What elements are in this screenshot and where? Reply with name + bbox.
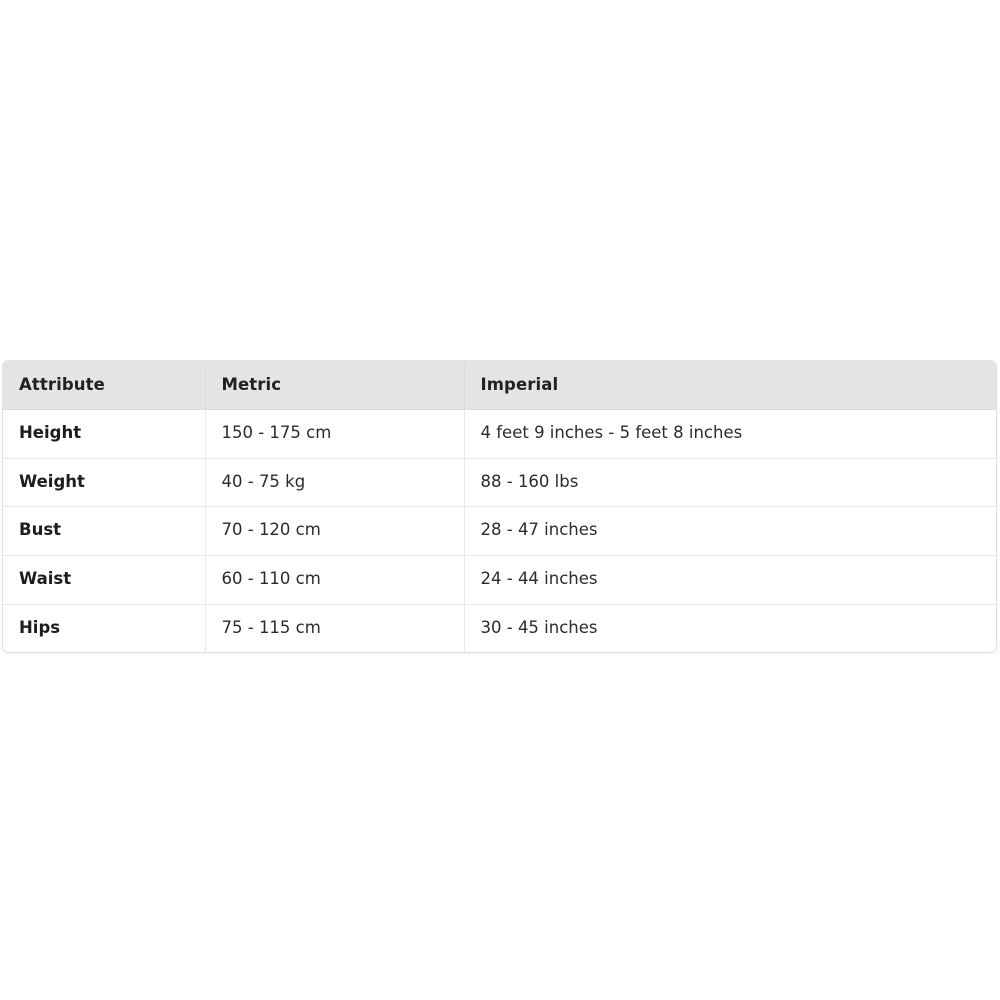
cell-metric: 60 - 110 cm (205, 554, 465, 604)
column-header-imperial: Imperial (464, 361, 996, 410)
column-header-attribute: Attribute (3, 361, 206, 410)
table-row: Weight 40 - 75 kg 88 - 160 lbs (3, 457, 996, 507)
cell-metric: 150 - 175 cm (205, 409, 465, 459)
table-row: Waist 60 - 110 cm 24 - 44 inches (3, 554, 996, 604)
table-row: Hips 75 - 115 cm 30 - 45 inches (3, 603, 996, 653)
cell-attribute: Bust (3, 506, 206, 556)
body-measurements-table-container: Attribute Metric Imperial Height 150 - 1… (2, 360, 997, 654)
cell-attribute: Hips (3, 603, 206, 653)
cell-imperial: 30 - 45 inches (464, 603, 996, 653)
cell-attribute: Weight (3, 457, 206, 507)
table-body: Height 150 - 175 cm 4 feet 9 inches - 5 … (3, 409, 996, 653)
cell-imperial: 88 - 160 lbs (464, 457, 996, 507)
table-row: Bust 70 - 120 cm 28 - 47 inches (3, 506, 996, 556)
table-header: Attribute Metric Imperial (3, 361, 996, 410)
body-measurements-table: Attribute Metric Imperial Height 150 - 1… (3, 361, 996, 653)
column-header-metric: Metric (205, 361, 465, 410)
cell-imperial: 24 - 44 inches (464, 554, 996, 604)
table-row: Height 150 - 175 cm 4 feet 9 inches - 5 … (3, 409, 996, 459)
cell-metric: 70 - 120 cm (205, 506, 465, 556)
cell-metric: 40 - 75 kg (205, 457, 465, 507)
table-header-row: Attribute Metric Imperial (3, 361, 996, 410)
cell-metric: 75 - 115 cm (205, 603, 465, 653)
cell-imperial: 4 feet 9 inches - 5 feet 8 inches (464, 409, 996, 459)
cell-attribute: Waist (3, 554, 206, 604)
cell-attribute: Height (3, 409, 206, 459)
cell-imperial: 28 - 47 inches (464, 506, 996, 556)
